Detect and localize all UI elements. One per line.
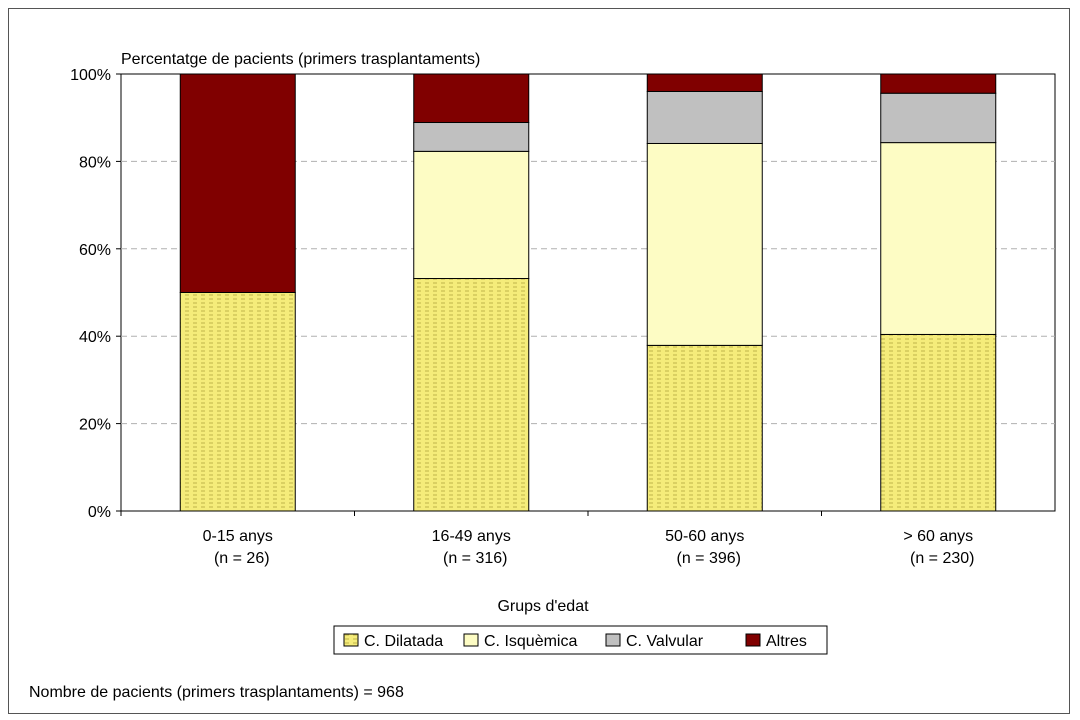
y-tick-label: 60% [79,242,111,259]
bar-segment [413,73,530,124]
legend-swatch [463,633,479,647]
x-tick-label: 16-49 anys [432,528,511,545]
y-tick-label: 40% [79,329,111,346]
legend-label: C. Isquèmica [484,633,577,650]
x-tick-sublabel: (n = 396) [677,550,741,567]
bar-segment [413,122,530,152]
bar-segment [880,73,997,94]
x-tick-label: 50-60 anys [665,528,744,545]
bar-segment [646,90,763,144]
legend-label: C. Dilatada [364,633,443,650]
y-tick-label: 100% [70,67,111,84]
bar-segment [646,142,763,346]
legend: C. Dilatada C. Isquèmica C. Valvular Altres [333,625,828,655]
y-tick-label: 20% [79,417,111,434]
x-tick-label: > 60 anys [903,528,973,545]
bar-segment [179,73,296,293]
legend-swatch [343,633,359,647]
legend-swatch [605,633,621,647]
y-tick-label: 80% [79,154,111,171]
x-tick-sublabel: (n = 26) [214,550,270,567]
bar-segment [880,333,997,512]
bar-segment [646,73,763,92]
footer-note: Nombre de pacients (primers trasplantame… [29,684,404,701]
x-tick-sublabel: (n = 316) [443,550,507,567]
bar-segment [646,344,763,512]
legend-label: C. Valvular [626,633,704,650]
bar-segment [413,150,530,280]
bar-segment [413,278,530,512]
y-tick-label: 0% [88,504,111,521]
x-tick-label: 0-15 anys [203,528,273,545]
x-axis-label: Grups d'edat [497,598,589,615]
legend-box [333,625,828,655]
stacked-bar-chart: Percentatge de pacients (primers traspla… [29,51,1056,701]
x-tick-sublabel: (n = 230) [910,550,974,567]
chart-frame: Percentatge de pacients (primers traspla… [8,8,1070,714]
bar-segment [880,92,997,144]
legend-swatch [745,633,761,647]
chart-title: Percentatge de pacients (primers traspla… [121,51,480,68]
bar-segment [179,292,296,512]
bar-segment [880,142,997,335]
legend-label: Altres [766,633,807,650]
